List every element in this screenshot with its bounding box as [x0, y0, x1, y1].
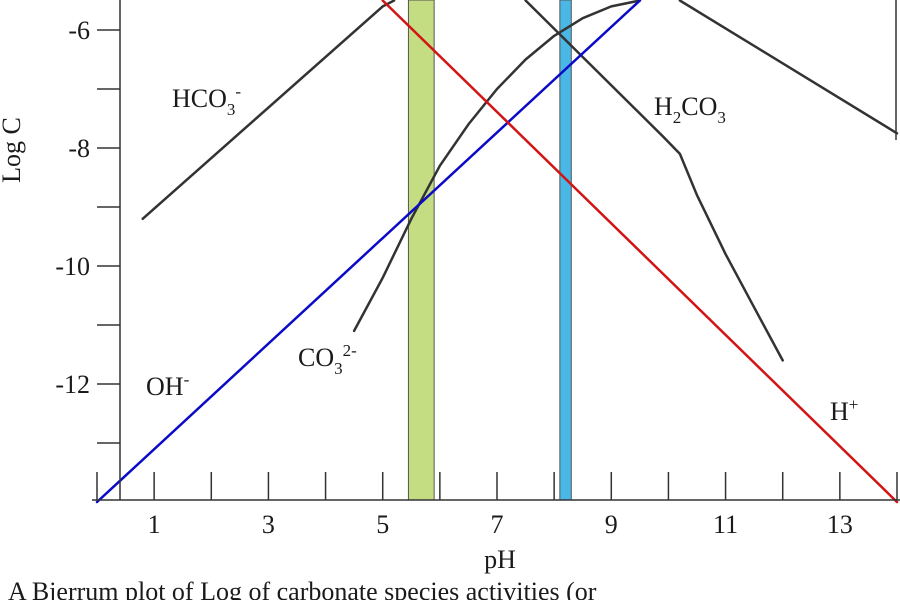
y-tick-label--10: -10 — [55, 252, 90, 281]
axes-layer — [92, 0, 900, 501]
x-tick-label-1: 1 — [148, 510, 161, 539]
band-1 — [407, 0, 435, 501]
y-tick-label--12: -12 — [55, 370, 90, 399]
y-axis-title: Log C — [0, 117, 26, 183]
bands-layer — [407, 0, 572, 501]
band-2 — [559, 0, 572, 501]
x-tick-label-9: 9 — [605, 510, 618, 539]
series-line-4 — [352, 0, 642, 333]
x-tick-label-5: 5 — [376, 510, 389, 539]
series-line-5 — [95, 0, 642, 504]
label-h-plus: H+ — [830, 395, 858, 426]
series-line-3 — [524, 0, 784, 362]
x-tick-label-7: 7 — [491, 510, 504, 539]
label-co3: CO32- — [298, 341, 357, 378]
ticks-layer: 1 3 5 7 9 11 13-6-8-10-12 — [55, 16, 898, 539]
y-tick-label--6: -6 — [68, 16, 90, 45]
x-axis-title: pH — [484, 545, 516, 574]
series-line-2 — [678, 0, 899, 135]
series-line-6 — [381, 0, 899, 504]
label-h2co3: H2CO3 — [654, 92, 726, 127]
lines-layer — [95, 0, 899, 504]
x-tick-label-3: 3 — [262, 510, 275, 539]
x-tick-label-11: 11 — [713, 510, 738, 539]
label-hco3: HCO3- — [172, 82, 241, 119]
figure-caption: A Bjerrum plot of Log of carbonate speci… — [8, 577, 597, 600]
x-tick-label-13: 13 — [827, 510, 853, 539]
label-oh: OH- — [146, 370, 190, 401]
series-line-1 — [141, 0, 396, 221]
y-tick-label--8: -8 — [68, 134, 90, 163]
